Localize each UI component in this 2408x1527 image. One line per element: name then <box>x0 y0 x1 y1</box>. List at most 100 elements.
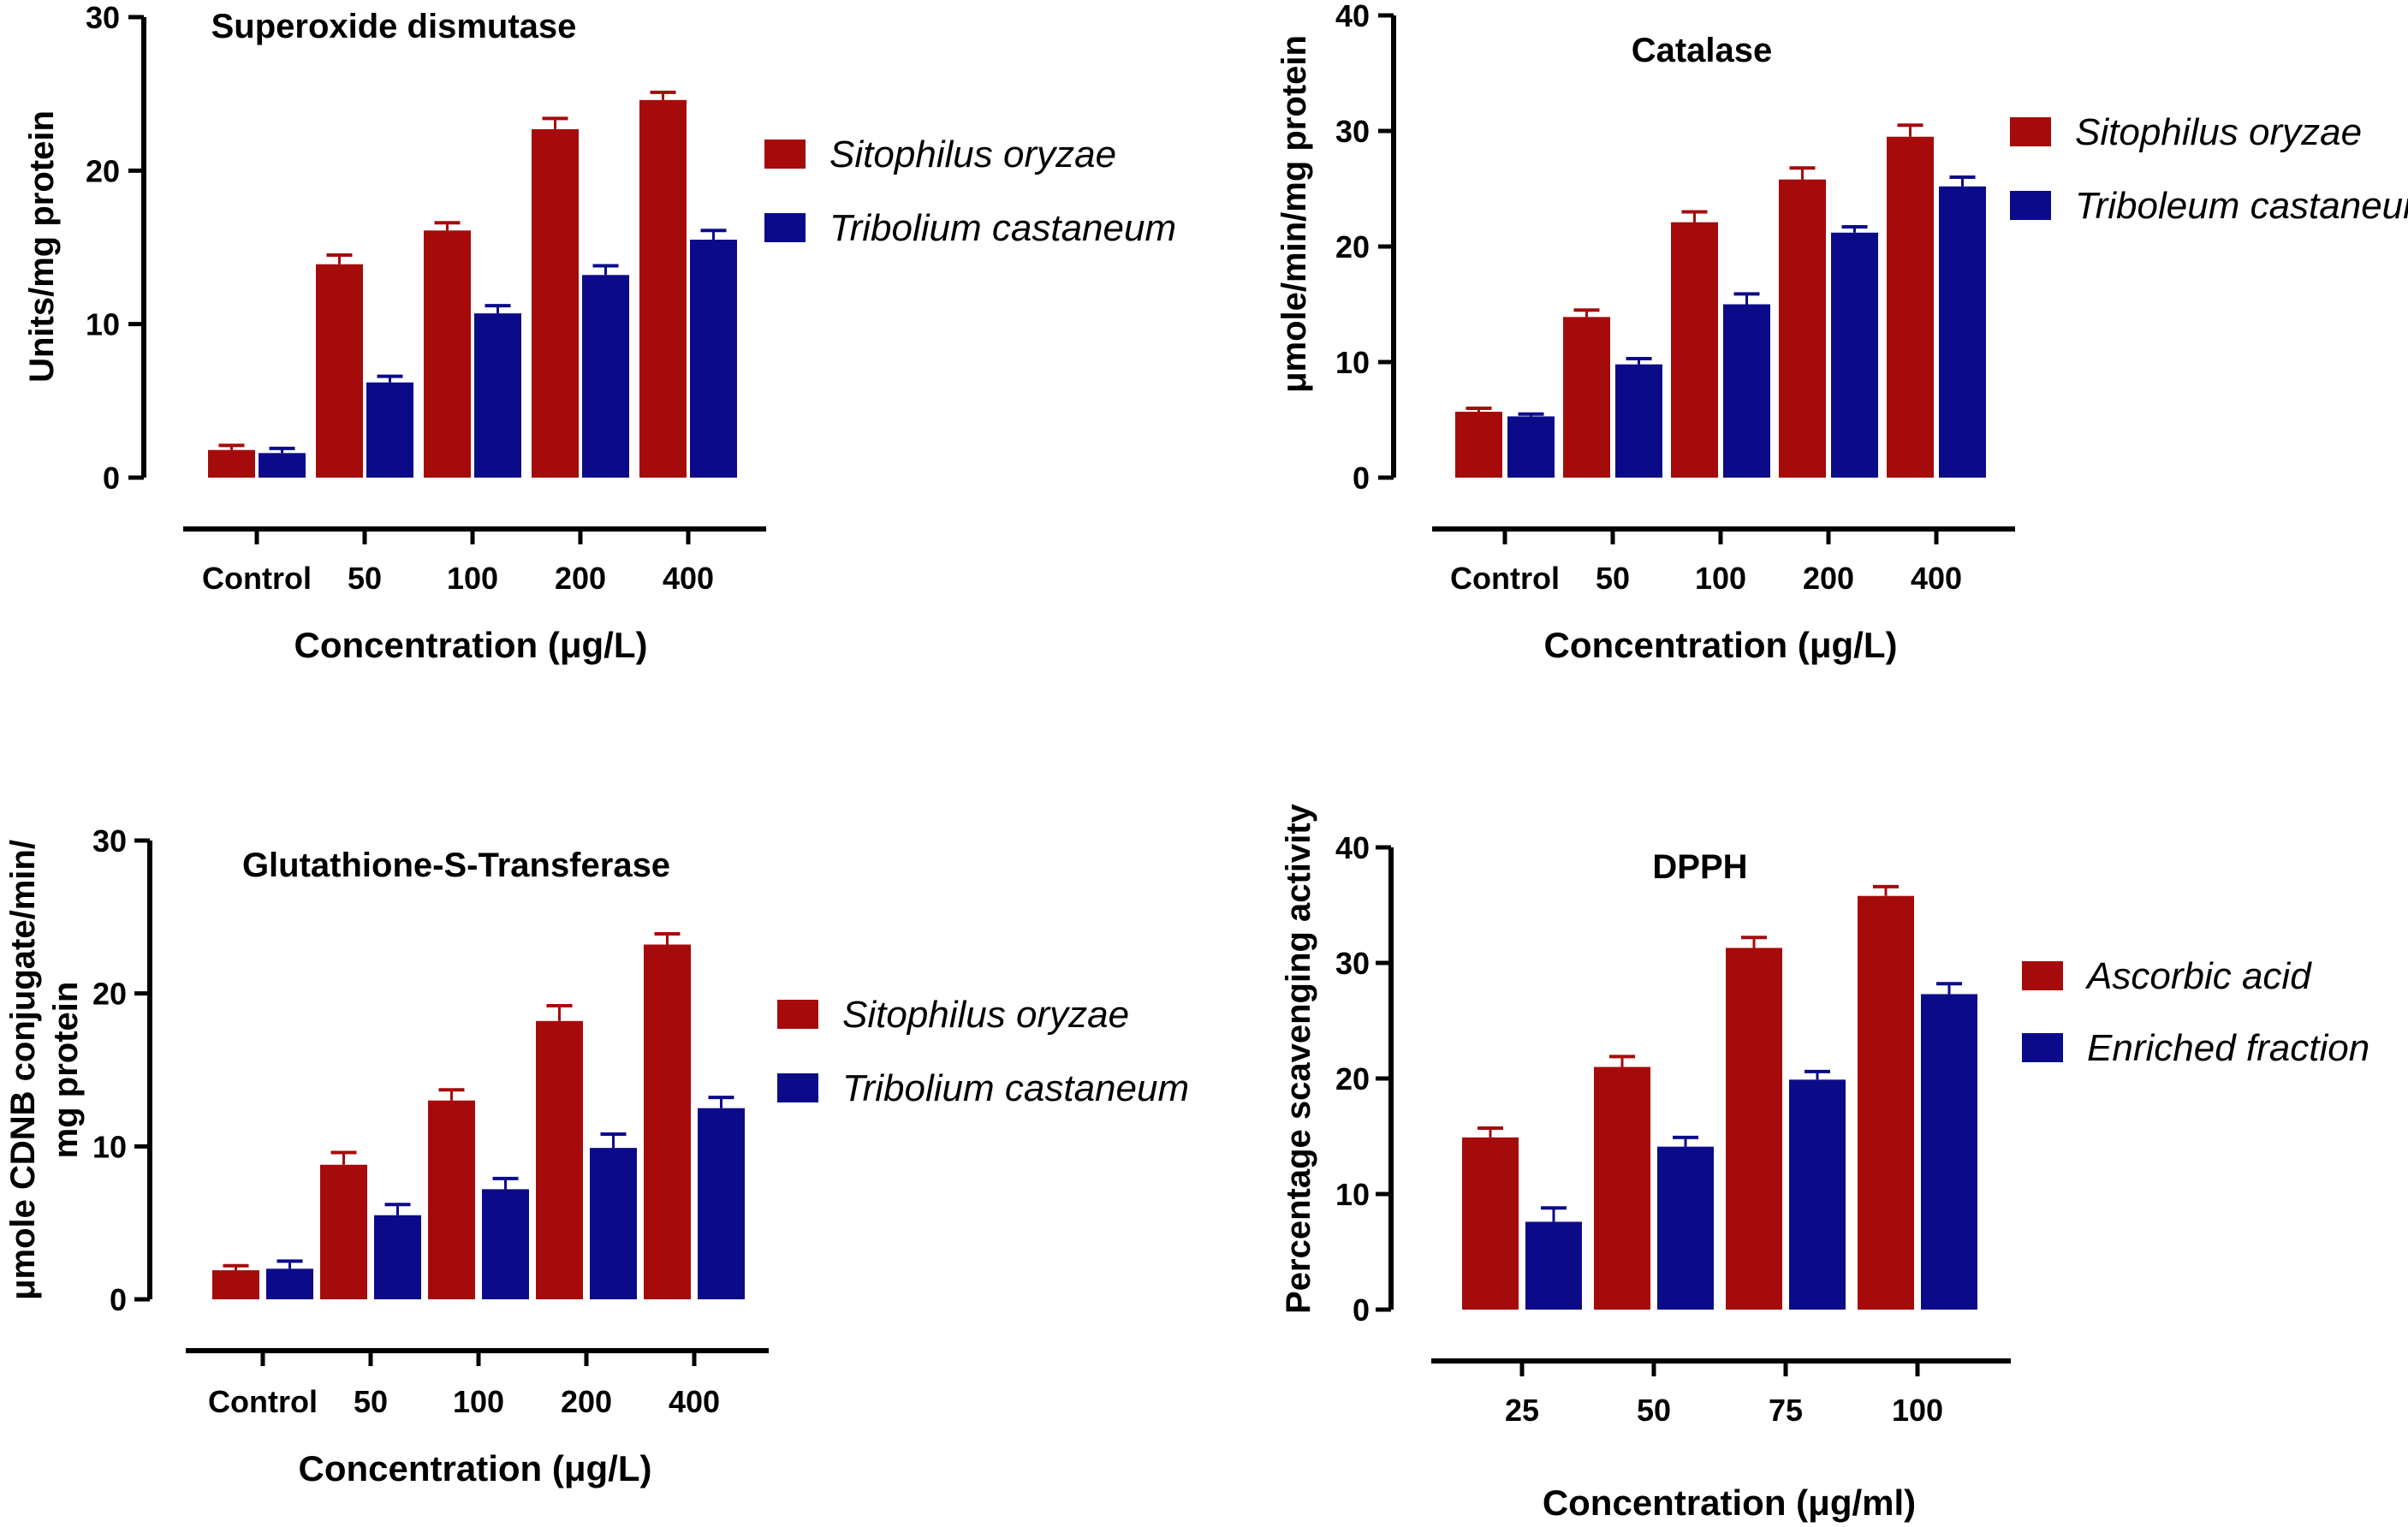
x-tick-label: 100 <box>1892 1393 1943 1428</box>
x-tick-label: 200 <box>555 561 606 596</box>
legend-label: Tribolium castaneum <box>842 1067 1189 1109</box>
legend-label: Sitophilus oryzae <box>829 134 1116 175</box>
bar-50-2 <box>1657 1146 1714 1310</box>
x-tick-label: 50 <box>348 561 382 596</box>
x-axis-label: Concentration (μg/L) <box>294 625 648 665</box>
bar-75-1 <box>1726 948 1782 1310</box>
legend-swatch <box>777 1000 818 1029</box>
y-tick-label: 40 <box>1335 830 1370 865</box>
y-tick-label: 30 <box>92 823 127 859</box>
x-tick-label: 50 <box>354 1384 388 1419</box>
x-tick-label: Control <box>208 1384 318 1419</box>
bar-25-2 <box>1525 1221 1582 1310</box>
x-tick-label: Control <box>202 561 312 596</box>
bar-100-1 <box>1858 895 1914 1310</box>
x-tick-label: 75 <box>1769 1393 1803 1428</box>
x-tick-label: 400 <box>669 1384 720 1419</box>
y-tick-label: 20 <box>92 977 127 1012</box>
chart-panel-4: DPPH 0 10 20 30 40 Percentage scavenging activ… <box>1280 803 2369 1523</box>
bar-Control-1 <box>1455 412 1502 478</box>
x-tick-label: 50 <box>1637 1393 1671 1428</box>
chart-title: Superoxide dismutase <box>211 8 577 45</box>
bar-400-2 <box>690 240 737 478</box>
x-tick-label: Control <box>1450 561 1560 596</box>
bar-100-2 <box>1921 994 1977 1310</box>
x-tick-label: 200 <box>1803 561 1854 596</box>
y-axis-label-line: μmole/min/mg protein <box>1275 35 1313 393</box>
bar-Control-2 <box>1507 416 1555 478</box>
bar-50-1 <box>1563 317 1610 478</box>
legend-swatch <box>777 1073 818 1102</box>
y-tick-label: 10 <box>1335 1177 1370 1212</box>
y-tick-label: 20 <box>86 153 120 188</box>
y-axis-label: μmole CDNB conjugate/min/mg protein <box>4 840 85 1300</box>
chart-panel-2: Catalase 0 10 20 30 40 μmole/min/mg protein Con… <box>1275 0 2408 665</box>
bar-50-1 <box>316 264 363 478</box>
legend-swatch <box>2022 961 2063 990</box>
chart-panel-1: Superoxide dismutase 0 10 20 30 Units/mg prot… <box>23 0 1176 665</box>
legend-swatch <box>2010 117 2051 146</box>
bar-Control-2 <box>266 1269 313 1299</box>
legend-label: Sitophilus oryzae <box>2075 111 2362 153</box>
bar-400-2 <box>698 1108 745 1299</box>
x-tick-label: 400 <box>663 561 714 596</box>
x-tick-label: 100 <box>447 561 498 596</box>
bar-400-1 <box>1887 136 1934 478</box>
y-tick-label: 0 <box>1353 460 1370 496</box>
chart-title: DPPH <box>1652 848 1747 886</box>
bar-50-1 <box>1594 1067 1650 1310</box>
y-axis-label: Units/mg protein <box>23 110 61 383</box>
y-tick-label: 0 <box>103 460 120 496</box>
bar-50-2 <box>374 1215 421 1299</box>
bar-200-2 <box>582 275 629 478</box>
legend-label: Triboleum castaneum <box>2075 185 2408 227</box>
bar-75-2 <box>1789 1079 1846 1310</box>
bar-200-2 <box>1831 232 1878 478</box>
bar-100-1 <box>424 230 471 478</box>
legend-label: Tribolium castaneum <box>829 207 1176 249</box>
y-tick-label: 0 <box>110 1282 127 1317</box>
x-tick-label: 100 <box>1695 561 1746 596</box>
y-tick-label: 20 <box>1335 229 1370 264</box>
bar-100-2 <box>1723 304 1770 478</box>
bar-Control-2 <box>259 453 306 478</box>
x-tick-label: 25 <box>1505 1393 1539 1428</box>
y-tick-label: 30 <box>1335 946 1370 981</box>
y-axis-label-line: mg protein <box>47 982 85 1159</box>
y-tick-label: 10 <box>92 1129 127 1164</box>
bar-100-2 <box>474 313 521 478</box>
x-axis-label: Concentration (μg/L) <box>299 1448 652 1488</box>
bar-50-2 <box>1615 364 1662 478</box>
bar-100-1 <box>428 1100 475 1299</box>
bar-200-1 <box>1779 179 1826 478</box>
legend-swatch <box>2010 191 2051 220</box>
y-axis-label-line: μmole CDNB conjugate/min/ <box>4 840 42 1300</box>
y-tick-label: 10 <box>1335 345 1370 380</box>
x-axis-label: Concentration (μg/ml) <box>1543 1482 1916 1523</box>
bar-100-1 <box>1671 222 1718 478</box>
bar-400-1 <box>639 99 687 478</box>
x-tick-label: 100 <box>453 1384 504 1419</box>
bar-200-2 <box>590 1148 637 1299</box>
y-tick-label: 10 <box>86 307 120 342</box>
x-axis-label: Concentration (μg/L) <box>1544 625 1898 665</box>
chart-title: Glutathione-S-Transferase <box>242 847 670 884</box>
bar-50-1 <box>320 1164 367 1299</box>
y-tick-label: 20 <box>1335 1061 1370 1096</box>
x-tick-label: 50 <box>1596 561 1630 596</box>
y-axis-label: Percentage scavenging activity <box>1280 803 1317 1314</box>
legend-swatch <box>764 213 806 242</box>
bar-200-1 <box>532 128 579 478</box>
y-tick-label: 0 <box>1353 1292 1370 1328</box>
bar-100-2 <box>482 1189 529 1299</box>
y-tick-label: 40 <box>1335 0 1370 33</box>
chart-title: Catalase <box>1632 32 1773 69</box>
y-tick-label: 30 <box>86 0 120 35</box>
bar-Control-1 <box>208 449 255 478</box>
x-tick-label: 200 <box>561 1384 612 1419</box>
bar-400-2 <box>1939 186 1986 478</box>
legend-label: Enriched fraction <box>2087 1027 2369 1069</box>
